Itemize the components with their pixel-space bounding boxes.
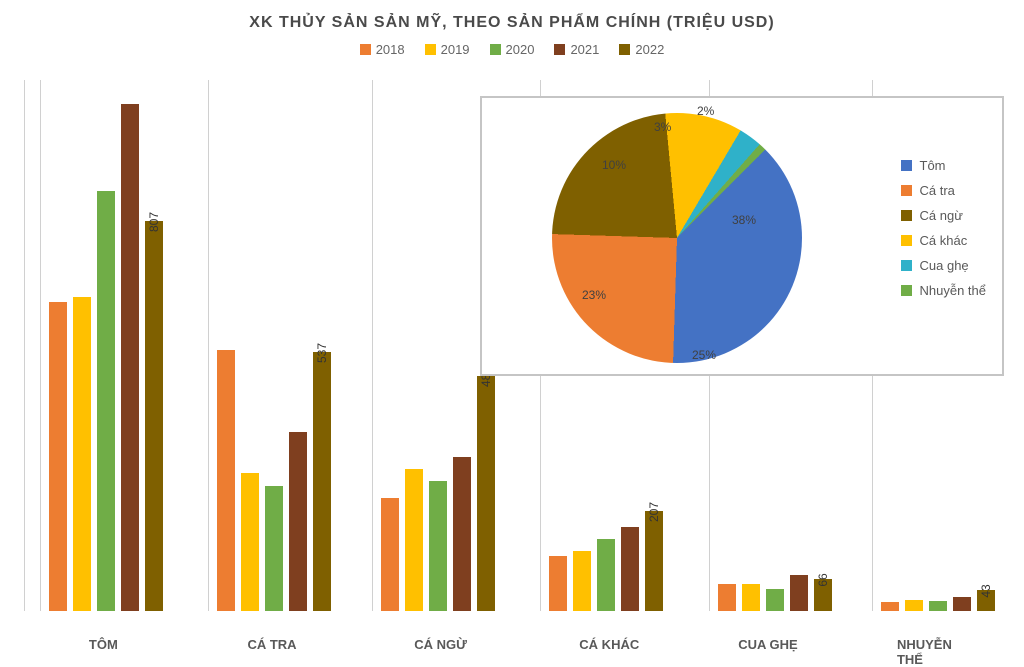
bar (217, 350, 235, 611)
bar (549, 556, 567, 612)
legend-item-2018: 2018 (360, 42, 405, 57)
bar (405, 469, 423, 611)
bar-value-label: 66 (816, 573, 830, 586)
pie-legend-item: Cua ghẹ (901, 258, 987, 273)
bar-value-label: 537 (315, 343, 329, 363)
top-legend: 2018 2019 2020 2021 2022 (0, 42, 1024, 57)
category-label: TÔM (89, 637, 118, 652)
pie-legend-label: Cá khác (920, 233, 968, 248)
pie-legend-label: Cua ghẹ (920, 258, 969, 273)
pie-pct-label: 10% (602, 158, 626, 172)
pie-legend-label: Nhuyễn thể (920, 283, 987, 298)
bar-value-label: 43 (979, 585, 993, 598)
bar: 66 (814, 579, 832, 611)
legend-swatch (901, 160, 912, 171)
pie-pct-label: 38% (732, 213, 756, 227)
legend-label: 2021 (570, 42, 599, 57)
bar (790, 575, 808, 611)
bar (597, 539, 615, 611)
pie-legend: Tôm Cá tra Cá ngừ Cá khác Cua ghẹ Nhuyễn thể (901, 158, 987, 308)
pie-legend-item: Cá khác (901, 233, 987, 248)
legend-swatch (901, 260, 912, 271)
bar-value-label: 207 (647, 502, 661, 522)
legend-swatch (619, 44, 630, 55)
bar (953, 597, 971, 611)
legend-label: 2020 (506, 42, 535, 57)
bar-group: 537 (208, 80, 339, 611)
legend-label: 2022 (635, 42, 664, 57)
bar (49, 302, 67, 611)
category-label: NHUYỄN THỂ (897, 637, 976, 667)
category-label: CÁ KHÁC (579, 637, 639, 652)
legend-item-2021: 2021 (554, 42, 599, 57)
bar: 807 (145, 221, 163, 611)
legend-swatch (901, 285, 912, 296)
bar (381, 498, 399, 611)
bar (621, 527, 639, 611)
legend-swatch (901, 210, 912, 221)
legend-item-2020: 2020 (490, 42, 535, 57)
bar (905, 600, 923, 611)
legend-item-2019: 2019 (425, 42, 470, 57)
legend-swatch (901, 185, 912, 196)
bar: 43 (977, 590, 995, 611)
bar (881, 602, 899, 611)
pie-inset: 38% 25% 23% 10% 3% 2% Tôm Cá tra Cá ngừ Cá khác C… (480, 96, 1004, 376)
pie-legend-item: Cá tra (901, 183, 987, 198)
bar (289, 432, 307, 611)
legend-swatch (554, 44, 565, 55)
bar (573, 551, 591, 611)
legend-label: 2018 (376, 42, 405, 57)
pie-legend-item: Nhuyễn thể (901, 283, 987, 298)
category-label: CÁ TRA (247, 637, 296, 652)
bar (766, 589, 784, 611)
legend-swatch (901, 235, 912, 246)
bar-group: 807 (40, 80, 171, 611)
bar: 537 (313, 352, 331, 611)
bar (121, 104, 139, 611)
legend-item-2022: 2022 (619, 42, 664, 57)
pie-legend-item: Cá ngừ (901, 208, 987, 223)
bar (929, 601, 947, 611)
category-label: CUA GHẸ (738, 637, 797, 652)
legend-swatch (360, 44, 371, 55)
bar (73, 297, 91, 611)
pie-chart (552, 113, 802, 363)
pie-pct-label: 23% (582, 288, 606, 302)
pie-pct-label: 3% (654, 120, 671, 134)
chart-title: XK THỦY SẢN SẢN MỸ, THEO SẢN PHẨM CHÍNH … (0, 0, 1024, 32)
bar: 207 (645, 511, 663, 611)
bar (453, 457, 471, 611)
bar: 487 (477, 376, 495, 611)
bar (718, 584, 736, 611)
bar (241, 473, 259, 611)
bar (429, 481, 447, 611)
pie-legend-label: Cá ngừ (920, 208, 963, 223)
legend-label: 2019 (441, 42, 470, 57)
category-label: CÁ NGỪ (414, 637, 467, 652)
bar (742, 584, 760, 611)
pie-pct-label: 25% (692, 348, 716, 362)
legend-swatch (490, 44, 501, 55)
bar (265, 486, 283, 612)
pie-legend-label: Tôm (920, 158, 946, 173)
pie-pct-label: 2% (697, 104, 714, 118)
bar (97, 191, 115, 611)
pie-legend-item: Tôm (901, 158, 987, 173)
pie-legend-label: Cá tra (920, 183, 955, 198)
bar-value-label: 807 (147, 212, 161, 232)
legend-swatch (425, 44, 436, 55)
